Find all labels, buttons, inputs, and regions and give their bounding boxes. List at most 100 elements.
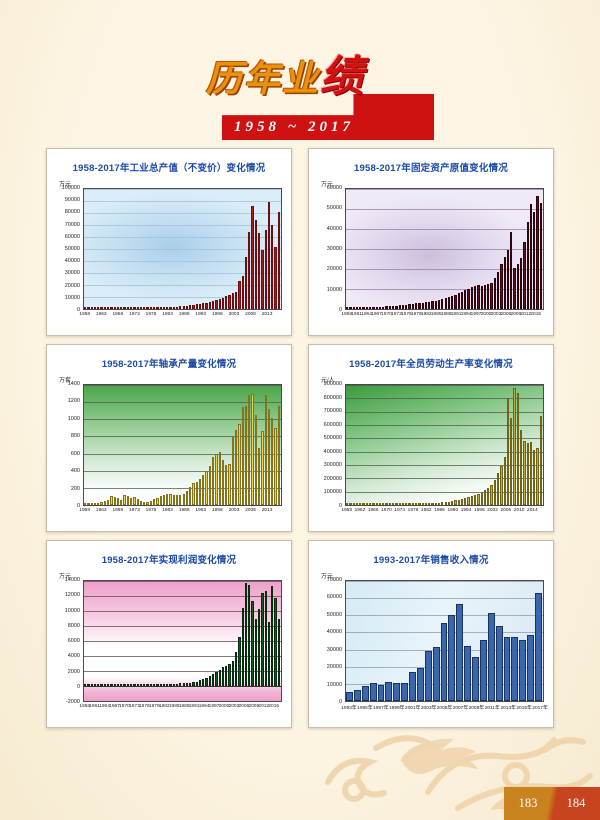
bar bbox=[90, 307, 93, 309]
bar bbox=[490, 283, 493, 309]
bar bbox=[529, 204, 533, 309]
bar bbox=[398, 305, 401, 309]
bar bbox=[143, 684, 146, 686]
x-tick-label: 1976 bbox=[401, 312, 412, 317]
gridline bbox=[346, 424, 543, 426]
plot-area bbox=[83, 188, 282, 310]
bar bbox=[156, 498, 159, 505]
bar bbox=[359, 503, 362, 505]
bar bbox=[457, 293, 460, 309]
bar bbox=[238, 280, 241, 309]
bar bbox=[159, 684, 162, 686]
bar bbox=[241, 276, 244, 309]
bar bbox=[175, 683, 179, 686]
bar bbox=[487, 284, 490, 309]
bar bbox=[362, 503, 365, 505]
bar bbox=[202, 475, 205, 505]
y-tick-label: 10000 bbox=[64, 607, 80, 614]
bar bbox=[156, 307, 159, 309]
y-tick-label: 400 bbox=[70, 468, 80, 475]
bar bbox=[258, 447, 261, 505]
gridline bbox=[346, 208, 543, 210]
y-tick-label: 100000 bbox=[323, 489, 342, 496]
bar bbox=[536, 448, 539, 505]
gridline bbox=[84, 237, 281, 238]
x-tick-label: 1974 bbox=[394, 508, 406, 513]
bar bbox=[444, 501, 447, 505]
bar bbox=[90, 503, 93, 505]
bar bbox=[205, 677, 208, 686]
title-main-text: 历年业 bbox=[206, 58, 321, 99]
bar bbox=[106, 307, 110, 309]
gridline bbox=[346, 249, 543, 250]
bar bbox=[258, 608, 261, 686]
bar bbox=[506, 398, 510, 505]
bar bbox=[467, 497, 470, 505]
bar bbox=[467, 288, 470, 309]
y-tick-label: 60000 bbox=[326, 185, 342, 191]
bar bbox=[175, 306, 179, 309]
bar bbox=[143, 307, 146, 309]
y-tick-label: 60000 bbox=[326, 594, 342, 601]
bar bbox=[110, 307, 113, 309]
bar bbox=[428, 301, 431, 309]
y-tick-label: 200000 bbox=[323, 475, 342, 482]
bar bbox=[349, 307, 352, 309]
bar bbox=[511, 636, 519, 701]
bar bbox=[218, 669, 221, 686]
y-tick-label: 20000 bbox=[326, 664, 342, 671]
bar bbox=[503, 636, 511, 701]
bar bbox=[129, 307, 133, 309]
y-tick-label: 50000 bbox=[326, 611, 342, 618]
bar bbox=[123, 307, 126, 309]
bar bbox=[133, 684, 136, 686]
y-tick-label: 100000 bbox=[61, 185, 80, 191]
bar bbox=[235, 291, 238, 309]
y-tick-label: 80000 bbox=[64, 209, 80, 216]
bar bbox=[362, 307, 365, 309]
x-tick-label: 1998 bbox=[211, 508, 223, 513]
bar bbox=[182, 306, 185, 309]
bar bbox=[388, 503, 391, 505]
bar bbox=[100, 502, 103, 505]
y-tick-label: 600000 bbox=[323, 421, 342, 428]
bar bbox=[401, 305, 405, 309]
plot-wrap: 0 200 400 600 800 1000 1200 1400 bbox=[56, 381, 282, 509]
bar bbox=[480, 285, 483, 309]
bar bbox=[116, 497, 120, 505]
chart-panel-5: 1958-2017年实现利润变化情况 万元 -2000 0 2000 4000 6000 80… bbox=[46, 540, 292, 728]
bar bbox=[414, 303, 418, 309]
bar bbox=[375, 307, 378, 309]
bar bbox=[421, 302, 424, 309]
x-tick-label: 2008 bbox=[245, 508, 256, 513]
x-tick-label: 1958 bbox=[79, 704, 90, 709]
x-tick-label: 1958 bbox=[341, 312, 352, 317]
bar bbox=[136, 307, 139, 309]
bar bbox=[277, 211, 280, 309]
gridline bbox=[346, 581, 543, 582]
plot-wrap: 0 10000 20000 30000 40000 50000 60000 70000 bbox=[318, 577, 544, 705]
x-tick-label: 1968 bbox=[112, 312, 124, 317]
gridline bbox=[84, 285, 281, 286]
x-tick-label: 2012 bbox=[258, 704, 270, 709]
y-axis: 0 200 400 600 800 1000 1200 1400 bbox=[56, 381, 83, 509]
y-axis: 0 10000 20000 30000 40000 50000 60000 70000 8000… bbox=[56, 185, 83, 313]
x-tick-label: 1988 bbox=[178, 704, 190, 709]
y-tick-label: 70000 bbox=[64, 221, 80, 228]
gridline bbox=[84, 385, 281, 386]
bar bbox=[241, 407, 244, 505]
x-tick-label: 1985 bbox=[430, 312, 442, 317]
bar bbox=[401, 683, 409, 701]
y-tick-label: 300000 bbox=[323, 462, 342, 469]
bar bbox=[437, 299, 441, 309]
bar bbox=[474, 494, 477, 505]
bar bbox=[228, 663, 231, 686]
page-number-left: 183 bbox=[518, 796, 538, 810]
bar bbox=[355, 307, 359, 309]
bar bbox=[231, 437, 235, 505]
bar bbox=[129, 684, 133, 686]
gridline bbox=[84, 487, 281, 489]
title-year-range: 1958 ~ 2017 bbox=[234, 119, 355, 135]
bar bbox=[169, 683, 172, 686]
bar bbox=[251, 393, 254, 505]
